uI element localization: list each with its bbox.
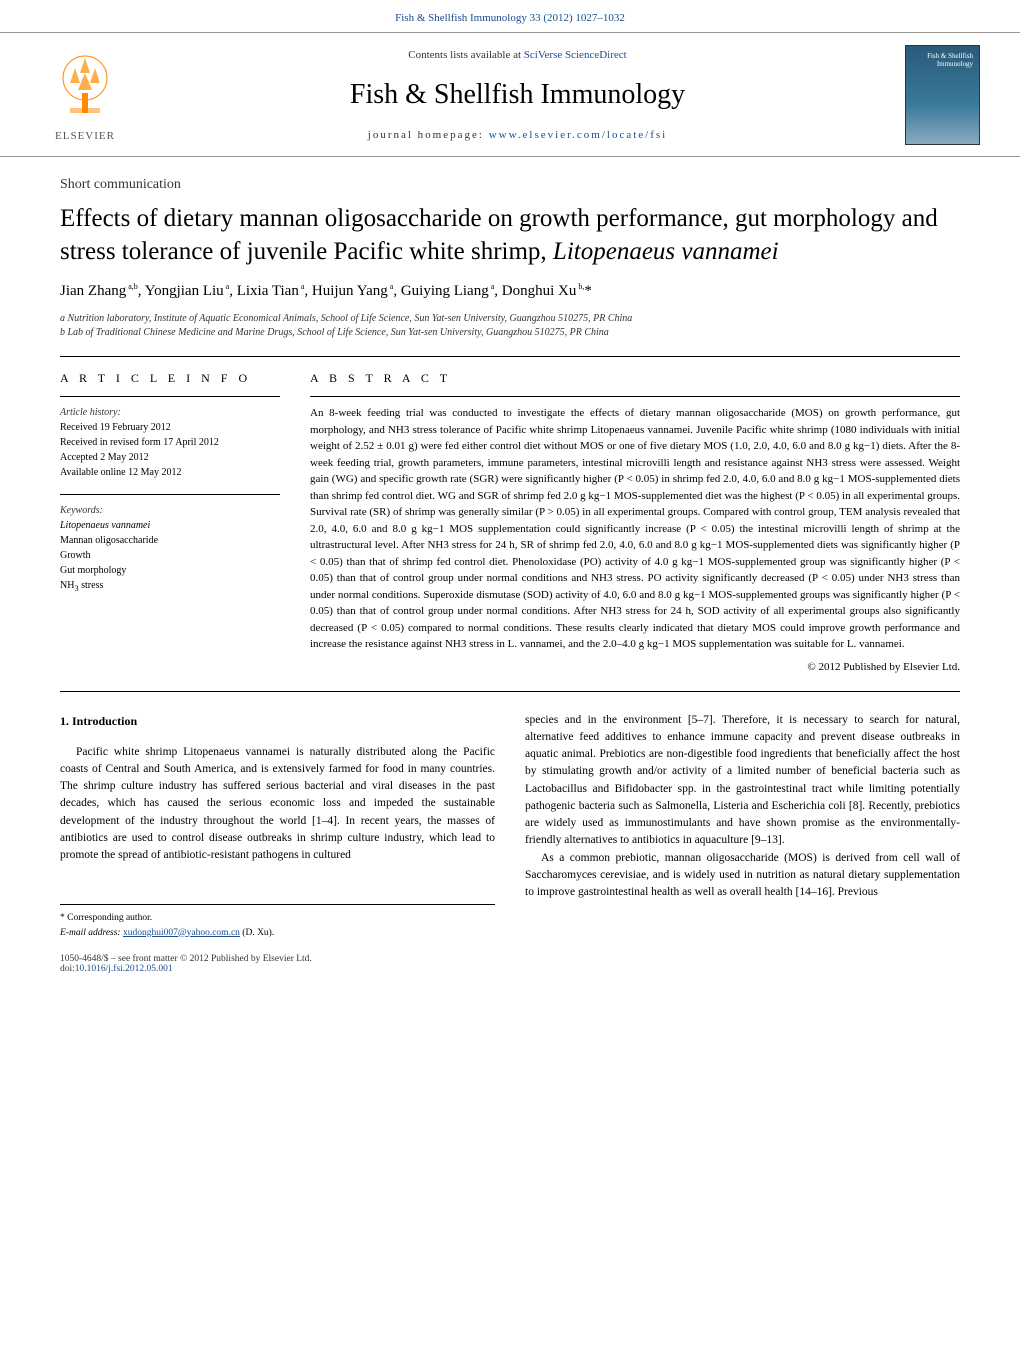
- article-history-block: Article history: Received 19 February 20…: [60, 405, 280, 480]
- intro-para-1: Pacific white shrimp Litopenaeus vanname…: [60, 744, 495, 865]
- corresponding-author: * Corresponding author.: [60, 911, 495, 925]
- affiliation-a: a Nutrition laboratory, Institute of Aqu…: [60, 312, 960, 326]
- affiliation-b: b Lab of Traditional Chinese Medicine an…: [60, 326, 960, 340]
- article-type: Short communication: [0, 157, 1020, 197]
- contents-list-text: Contents lists available at SciVerse Sci…: [130, 49, 905, 61]
- doi-link[interactable]: 10.1016/j.fsi.2012.05.001: [75, 964, 173, 974]
- header-bar: ELSEVIER Contents lists available at Sci…: [0, 32, 1020, 157]
- contents-prefix: Contents lists available at: [408, 49, 523, 61]
- info-divider-2: [60, 494, 280, 495]
- email-link[interactable]: xudonghui007@yahoo.com.cn: [123, 928, 240, 938]
- footnote-area: * Corresponding author. E-mail address: …: [60, 904, 495, 940]
- intro-para-3: As a common prebiotic, mannan oligosacch…: [525, 850, 960, 902]
- abstract-text: An 8-week feeding trial was conducted to…: [310, 405, 960, 653]
- journal-homepage: journal homepage: www.elsevier.com/locat…: [130, 129, 905, 141]
- title-italic: Litopenaeus vannamei: [553, 238, 779, 265]
- footer-bottom: 1050-4648/$ – see front matter © 2012 Pu…: [0, 940, 1020, 994]
- keyword-2: Mannan oligosaccharide: [60, 533, 280, 548]
- authors-list: Jian Zhang a,b, Yongjian Liu a, Lixia Ti…: [0, 278, 1020, 312]
- history-online: Available online 12 May 2012: [60, 465, 280, 480]
- column-right: species and in the environment [5–7]. Th…: [525, 712, 960, 940]
- copyright: © 2012 Published by Elsevier Ltd.: [310, 661, 960, 673]
- abstract: A B S T R A C T An 8-week feeding trial …: [310, 371, 960, 673]
- keyword-1: Litopenaeus vannamei: [60, 518, 280, 533]
- top-journal-link[interactable]: Fish & Shellfish Immunology 33 (2012) 10…: [0, 0, 1020, 32]
- doi-line: doi:10.1016/j.fsi.2012.05.001: [60, 964, 960, 974]
- email-label: E-mail address:: [60, 928, 123, 938]
- issn-line: 1050-4648/$ – see front matter © 2012 Pu…: [60, 954, 960, 964]
- article-info: A R T I C L E I N F O Article history: R…: [60, 371, 280, 673]
- body-columns: 1. Introduction Pacific white shrimp Lit…: [0, 692, 1020, 940]
- keyword-3: Growth: [60, 548, 280, 563]
- info-abstract-row: A R T I C L E I N F O Article history: R…: [0, 357, 1020, 691]
- elsevier-logo: ELSEVIER: [40, 45, 130, 145]
- elsevier-text: ELSEVIER: [55, 130, 115, 142]
- sciencedirect-link[interactable]: SciVerse ScienceDirect: [524, 49, 627, 61]
- keyword-4: Gut morphology: [60, 563, 280, 578]
- email-suffix: (D. Xu).: [240, 928, 274, 938]
- article-info-heading: A R T I C L E I N F O: [60, 371, 280, 386]
- history-received: Received 19 February 2012: [60, 420, 280, 435]
- homepage-prefix: journal homepage:: [368, 129, 489, 141]
- abstract-heading: A B S T R A C T: [310, 371, 960, 386]
- keywords-title: Keywords:: [60, 503, 280, 518]
- keyword-5: NH3 stress: [60, 578, 280, 595]
- affiliations: a Nutrition laboratory, Institute of Aqu…: [0, 312, 1020, 356]
- intro-para-2: species and in the environment [5–7]. Th…: [525, 712, 960, 850]
- homepage-link[interactable]: www.elsevier.com/locate/fsi: [489, 129, 668, 141]
- keywords-block: Keywords: Litopenaeus vannamei Mannan ol…: [60, 503, 280, 595]
- elsevier-tree-icon: [50, 48, 120, 126]
- intro-heading: 1. Introduction: [60, 712, 495, 730]
- email-line: E-mail address: xudonghui007@yahoo.com.c…: [60, 926, 495, 940]
- history-accepted: Accepted 2 May 2012: [60, 450, 280, 465]
- doi-prefix: doi:: [60, 964, 75, 974]
- journal-name: Fish & Shellfish Immunology: [130, 79, 905, 111]
- history-revised: Received in revised form 17 April 2012: [60, 435, 280, 450]
- cover-text: Fish & Shellfish Immunology: [906, 52, 973, 69]
- abstract-divider: [310, 396, 960, 397]
- history-title: Article history:: [60, 405, 280, 420]
- column-left: 1. Introduction Pacific white shrimp Lit…: [60, 712, 495, 940]
- info-divider: [60, 396, 280, 397]
- journal-cover-thumbnail: Fish & Shellfish Immunology: [905, 45, 980, 145]
- title-plain: Effects of dietary mannan oligosaccharid…: [60, 205, 938, 265]
- article-title: Effects of dietary mannan oligosaccharid…: [0, 197, 1020, 278]
- header-center: Contents lists available at SciVerse Sci…: [130, 49, 905, 141]
